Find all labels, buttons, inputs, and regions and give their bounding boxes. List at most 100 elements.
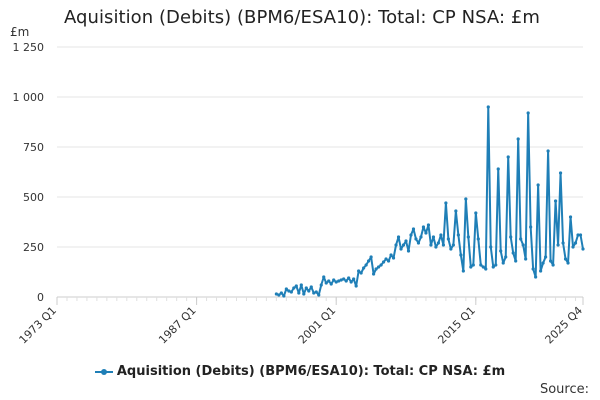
data-point[interactable]: [364, 263, 368, 267]
data-point[interactable]: [369, 255, 373, 259]
data-point[interactable]: [534, 275, 538, 279]
data-point[interactable]: [568, 215, 573, 219]
data-point[interactable]: [444, 201, 448, 205]
data-point[interactable]: [558, 171, 563, 175]
data-point[interactable]: [297, 291, 301, 295]
data-point[interactable]: [324, 281, 328, 285]
data-point[interactable]: [419, 235, 423, 239]
data-point[interactable]: [451, 243, 455, 247]
data-point[interactable]: [536, 183, 540, 187]
data-point[interactable]: [314, 290, 318, 294]
data-point[interactable]: [386, 259, 391, 263]
data-point[interactable]: [496, 167, 500, 171]
data-point[interactable]: [501, 261, 505, 265]
data-point[interactable]: [466, 235, 470, 239]
data-point[interactable]: [396, 235, 401, 239]
data-point[interactable]: [519, 237, 523, 241]
data-point[interactable]: [274, 292, 278, 296]
data-point[interactable]: [379, 263, 383, 267]
data-point[interactable]: [404, 239, 408, 243]
data-point[interactable]: [464, 197, 468, 201]
data-point[interactable]: [381, 260, 386, 264]
data-point[interactable]: [476, 237, 480, 241]
data-point[interactable]: [544, 255, 548, 259]
data-point[interactable]: [421, 225, 426, 229]
data-point[interactable]: [481, 265, 485, 269]
data-point[interactable]: [573, 241, 578, 245]
data-point[interactable]: [434, 245, 438, 249]
data-point[interactable]: [357, 269, 361, 273]
data-point[interactable]: [509, 235, 513, 239]
data-point[interactable]: [334, 280, 338, 284]
data-point[interactable]: [491, 265, 495, 269]
data-point[interactable]: [391, 256, 396, 260]
data-point[interactable]: [459, 253, 463, 257]
data-point[interactable]: [352, 277, 356, 281]
data-point[interactable]: [521, 243, 525, 247]
data-point[interactable]: [524, 257, 528, 261]
data-point[interactable]: [526, 111, 530, 115]
data-point[interactable]: [359, 271, 363, 275]
data-point[interactable]: [504, 255, 508, 259]
data-point[interactable]: [561, 241, 565, 245]
data-point[interactable]: [436, 241, 441, 245]
data-point[interactable]: [342, 277, 346, 281]
data-point[interactable]: [449, 247, 453, 251]
data-point[interactable]: [431, 235, 436, 239]
data-point[interactable]: [571, 245, 575, 249]
data-point[interactable]: [329, 282, 333, 286]
data-point[interactable]: [474, 211, 478, 215]
data-point[interactable]: [546, 149, 550, 153]
data-point[interactable]: [553, 199, 558, 203]
data-point[interactable]: [279, 291, 283, 295]
data-point[interactable]: [514, 259, 518, 263]
data-point[interactable]: [541, 261, 545, 265]
data-point[interactable]: [578, 233, 583, 237]
data-point[interactable]: [426, 223, 431, 227]
data-point[interactable]: [454, 209, 458, 213]
data-point[interactable]: [411, 227, 416, 231]
data-point[interactable]: [556, 243, 560, 247]
data-point[interactable]: [309, 285, 313, 289]
legend[interactable]: Aquisition (Debits) (BPM6/ESA10): Total:…: [0, 364, 600, 379]
data-point[interactable]: [289, 290, 293, 294]
data-point[interactable]: [299, 283, 303, 287]
data-point[interactable]: [566, 261, 570, 265]
data-point[interactable]: [339, 278, 343, 282]
data-point[interactable]: [284, 287, 288, 291]
data-point[interactable]: [499, 249, 503, 253]
data-point[interactable]: [302, 292, 306, 296]
data-point[interactable]: [576, 233, 580, 237]
data-point[interactable]: [479, 263, 483, 267]
data-point[interactable]: [317, 293, 321, 297]
data-point[interactable]: [441, 243, 445, 247]
data-point[interactable]: [494, 263, 498, 267]
data-point[interactable]: [319, 283, 323, 287]
data-point[interactable]: [372, 272, 376, 276]
data-point[interactable]: [374, 267, 378, 271]
data-point[interactable]: [516, 137, 520, 141]
data-point[interactable]: [446, 237, 450, 241]
data-point[interactable]: [354, 284, 358, 288]
data-point[interactable]: [424, 231, 428, 235]
data-point[interactable]: [327, 279, 331, 283]
data-point[interactable]: [399, 247, 403, 251]
data-point[interactable]: [416, 241, 421, 245]
data-point[interactable]: [367, 259, 371, 263]
data-point[interactable]: [548, 259, 553, 263]
data-point[interactable]: [304, 286, 308, 290]
data-point[interactable]: [529, 225, 533, 229]
data-point[interactable]: [489, 245, 493, 249]
data-point[interactable]: [439, 233, 443, 237]
data-point[interactable]: [401, 243, 406, 247]
data-point[interactable]: [389, 253, 393, 257]
data-point[interactable]: [471, 263, 475, 267]
data-point[interactable]: [581, 247, 585, 251]
data-point[interactable]: [337, 279, 341, 283]
data-point[interactable]: [486, 105, 490, 109]
data-point[interactable]: [406, 249, 411, 253]
data-point[interactable]: [414, 237, 418, 241]
data-point[interactable]: [394, 243, 398, 247]
data-point[interactable]: [287, 289, 291, 293]
data-point[interactable]: [322, 275, 326, 279]
